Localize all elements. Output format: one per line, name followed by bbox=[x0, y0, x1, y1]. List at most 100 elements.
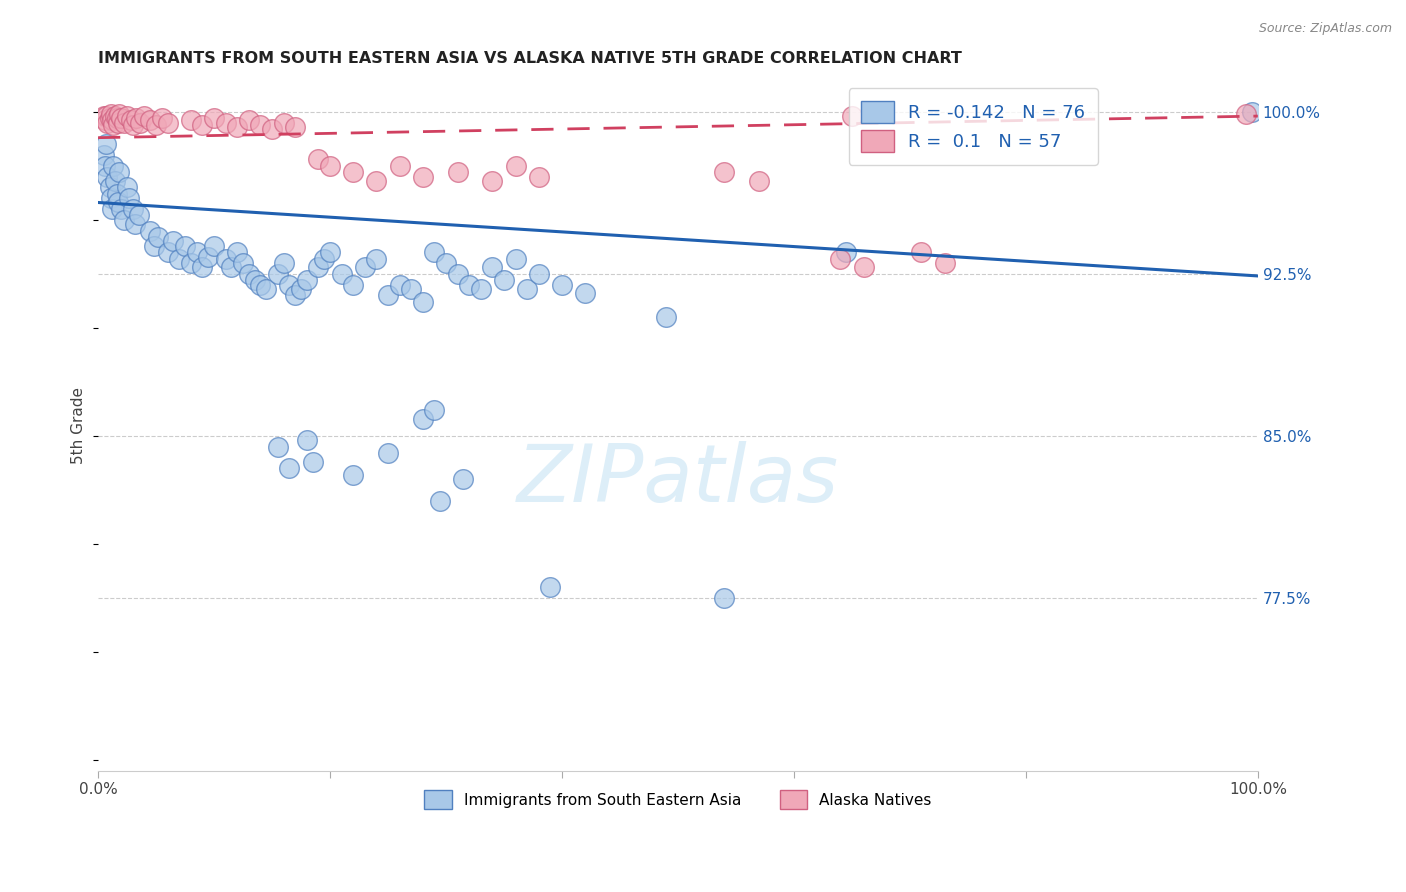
Point bbox=[98, 180, 121, 194]
Point bbox=[101, 202, 124, 216]
Point bbox=[273, 115, 295, 129]
Point bbox=[150, 112, 173, 126]
Point bbox=[243, 273, 266, 287]
Point bbox=[538, 580, 561, 594]
Point bbox=[105, 186, 128, 201]
Point bbox=[124, 217, 146, 231]
Point bbox=[156, 115, 179, 129]
Point bbox=[110, 202, 132, 216]
Point bbox=[101, 159, 124, 173]
Point bbox=[226, 120, 249, 134]
Point bbox=[319, 245, 342, 260]
Point bbox=[446, 165, 468, 179]
Point bbox=[162, 235, 184, 249]
Point bbox=[96, 115, 118, 129]
Point bbox=[125, 112, 148, 126]
Point bbox=[108, 107, 131, 121]
Point bbox=[841, 109, 863, 123]
Point bbox=[93, 109, 115, 123]
Point bbox=[180, 113, 202, 128]
Point bbox=[121, 202, 143, 216]
Point bbox=[481, 174, 503, 188]
Point bbox=[120, 113, 142, 128]
Point bbox=[121, 118, 143, 132]
Point bbox=[226, 245, 249, 260]
Point bbox=[96, 109, 118, 123]
Point bbox=[481, 260, 503, 275]
Point bbox=[314, 252, 336, 266]
Point bbox=[910, 245, 932, 260]
Point bbox=[101, 118, 124, 132]
Point bbox=[139, 223, 162, 237]
Point bbox=[249, 277, 271, 292]
Point bbox=[101, 113, 124, 128]
Point bbox=[107, 115, 129, 129]
Point bbox=[295, 433, 318, 447]
Point bbox=[453, 472, 475, 486]
Point bbox=[748, 174, 770, 188]
Point bbox=[100, 191, 122, 205]
Point bbox=[112, 212, 135, 227]
Point bbox=[551, 277, 574, 292]
Point bbox=[516, 282, 538, 296]
Point bbox=[434, 256, 457, 270]
Point bbox=[423, 403, 446, 417]
Point bbox=[492, 273, 515, 287]
Point bbox=[104, 174, 127, 188]
Point bbox=[128, 115, 150, 129]
Point bbox=[366, 174, 388, 188]
Point bbox=[446, 267, 468, 281]
Point bbox=[319, 159, 342, 173]
Point bbox=[330, 267, 353, 281]
Point bbox=[107, 195, 129, 210]
Point bbox=[377, 288, 399, 302]
Point bbox=[214, 115, 236, 129]
Point bbox=[238, 267, 260, 281]
Point bbox=[412, 294, 434, 309]
Point bbox=[655, 310, 678, 324]
Point bbox=[94, 113, 117, 128]
Point bbox=[429, 493, 451, 508]
Point bbox=[104, 109, 127, 123]
Point bbox=[574, 286, 596, 301]
Point bbox=[342, 165, 364, 179]
Point bbox=[191, 118, 214, 132]
Point bbox=[412, 169, 434, 184]
Point bbox=[934, 256, 956, 270]
Point bbox=[260, 122, 283, 136]
Legend: Immigrants from South Eastern Asia, Alaska Natives: Immigrants from South Eastern Asia, Alas… bbox=[418, 784, 938, 815]
Point bbox=[1234, 107, 1257, 121]
Point bbox=[139, 113, 162, 128]
Point bbox=[105, 112, 128, 126]
Point bbox=[830, 252, 852, 266]
Point bbox=[284, 288, 307, 302]
Point bbox=[307, 153, 329, 167]
Point bbox=[108, 165, 131, 179]
Point bbox=[238, 113, 260, 128]
Point bbox=[167, 252, 190, 266]
Point bbox=[197, 250, 219, 264]
Point bbox=[505, 252, 527, 266]
Point bbox=[232, 256, 254, 270]
Point bbox=[110, 112, 132, 126]
Point bbox=[353, 260, 375, 275]
Point bbox=[366, 252, 388, 266]
Point bbox=[267, 440, 290, 454]
Point bbox=[267, 267, 290, 281]
Point bbox=[202, 238, 225, 252]
Point bbox=[96, 137, 118, 152]
Point bbox=[399, 282, 422, 296]
Point bbox=[505, 159, 527, 173]
Point bbox=[527, 267, 550, 281]
Point bbox=[307, 260, 329, 275]
Point bbox=[713, 591, 735, 605]
Point bbox=[148, 230, 170, 244]
Point bbox=[115, 180, 138, 194]
Point bbox=[273, 256, 295, 270]
Point bbox=[423, 245, 446, 260]
Point bbox=[852, 260, 875, 275]
Point bbox=[278, 461, 301, 475]
Point bbox=[142, 238, 165, 252]
Point bbox=[145, 118, 167, 132]
Point bbox=[118, 191, 141, 205]
